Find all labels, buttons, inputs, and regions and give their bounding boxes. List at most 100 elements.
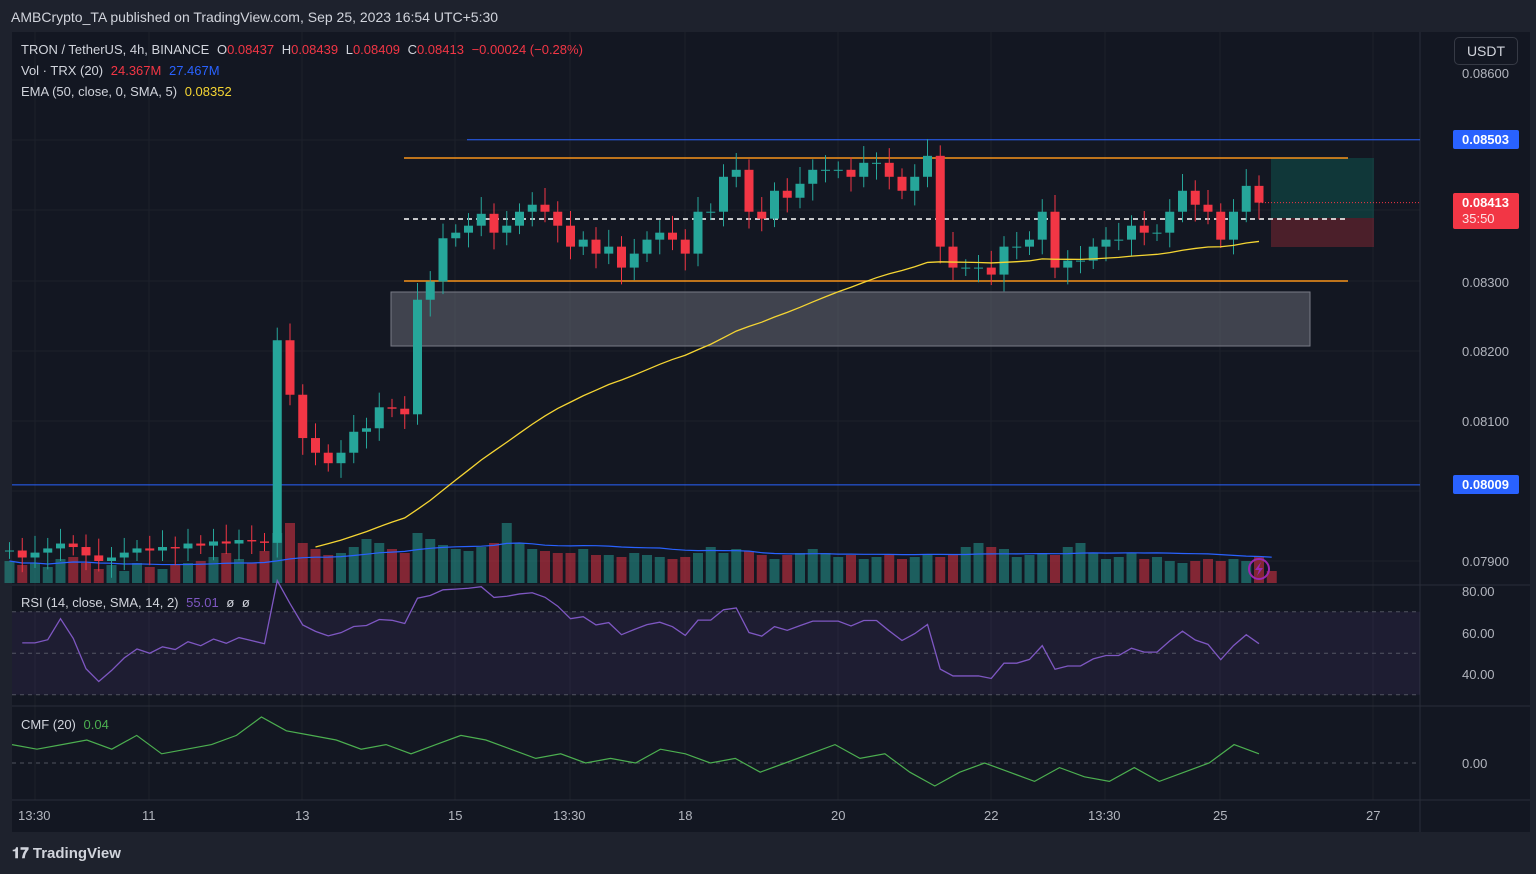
volume-bar [144,567,155,583]
volume-bar [463,551,474,583]
volume-bar [1075,543,1086,583]
candle-body [935,155,945,247]
cmf-tick: 0.00 [1462,756,1488,771]
volume-bar [17,565,28,583]
volume-bar [68,557,79,583]
candle-body [5,550,14,552]
rsi-label[interactable]: RSI (14, close, SMA, 14, 2) [21,595,179,610]
volume-bar [909,557,920,583]
candle-body [362,428,371,432]
volume-bar [361,539,372,583]
rsi-value: 55.01 [186,595,219,610]
candle-body [770,190,779,219]
high-label: H [281,42,292,57]
candle-body [81,547,91,556]
volume-bar [935,557,946,583]
tv-logo-icon: 𝟏𝟕 [12,845,33,862]
candle-body [1050,211,1060,268]
candle-body [731,169,741,177]
close-label: C [407,42,417,57]
cmf-value: 0.04 [83,717,109,732]
candle-body [821,169,830,171]
volume-bar [1152,557,1162,583]
volume-bar [170,565,181,583]
candle-body [400,408,410,415]
candle-body [719,176,728,212]
candle-body [515,211,524,226]
volume-bar [833,557,844,583]
long-target-zone [1271,158,1374,218]
tradingview-logo[interactable]: 𝟏𝟕 TradingView [12,845,121,862]
brand-name: TradingView [32,845,121,862]
volume-bar [425,539,436,583]
volume-bar [450,549,461,583]
volume-bar [157,569,168,583]
volume-bar [1113,557,1124,583]
open-value: 0.08437 [227,42,275,57]
volume-bar [1062,547,1073,583]
symbol-name[interactable]: TRON / TetherUS, 4h, BINANCE [21,42,210,57]
candle-body [502,225,512,233]
volume-bar [986,547,997,583]
candle-body [986,267,996,275]
candle-body [1229,211,1238,240]
candle-body [808,169,818,184]
volume-bar [846,555,856,583]
volume-bar [1088,553,1099,583]
volume-bar [782,555,793,583]
time-tick: 11 [142,808,156,823]
candle-body [757,211,767,219]
ema-label[interactable]: EMA (50, close, 0, SMA, 5) [21,84,178,99]
candle-body [170,547,180,549]
candle-body [1063,260,1073,268]
volume-bar [667,559,678,583]
long-stop-zone [1271,218,1374,247]
volume-bar [642,555,652,583]
candle-body [209,541,218,546]
volume-bar [731,549,742,583]
candle-body [744,169,754,212]
volume-bar [208,557,219,583]
candle-body [1178,190,1187,212]
volume-bar [387,549,397,583]
volume-bar [960,547,971,583]
price-tick: 0.08100 [1462,414,1509,429]
volume-bar [1228,559,1239,583]
level-low-tag: 0.08009 [1453,475,1519,494]
candle-body [1076,260,1085,262]
candle-body [107,557,116,561]
high-value: 0.08439 [291,42,339,57]
candle-body [247,540,257,542]
candle-body [336,452,346,464]
rsi-line [22,578,1260,683]
bar-countdown: 35:50 [1462,211,1495,226]
chart-frame[interactable] [12,32,1530,832]
volume-bar [399,553,410,583]
candle-body [298,394,308,439]
volume-ma-value: 27.467M [168,63,220,78]
candle-body [476,213,486,226]
volume-bar [693,553,703,583]
rsi-tick: 60.00 [1462,626,1495,641]
candle-body [1190,190,1200,205]
candle-body [553,211,563,226]
volume-bar [55,559,66,583]
volume-bar [1215,561,1226,583]
candle-body [68,543,78,548]
candle-body [566,225,575,247]
volume-bar [756,555,767,583]
candle-body [438,238,448,282]
candle-body [846,169,856,177]
volume-bar [1126,553,1137,583]
currency-button[interactable]: USDT [1454,37,1518,65]
volume-bar [629,553,640,583]
volume-bar [527,549,538,583]
volume-bar [973,543,984,583]
candle-body [17,550,27,558]
cmf-label[interactable]: CMF (20) [21,717,76,732]
volume-bar [820,553,831,583]
candle-body [1025,239,1034,247]
volume-label[interactable]: Vol · TRX (20) [21,63,104,78]
candle-body [1127,225,1136,240]
